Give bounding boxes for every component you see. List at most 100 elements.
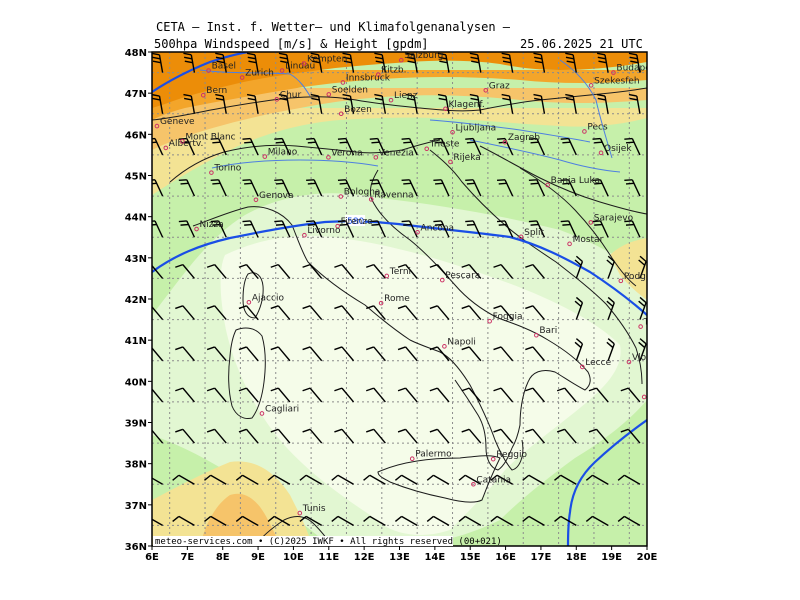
wind-barb: [554, 515, 577, 527]
wind-barb: [458, 474, 482, 485]
wind-barb: [490, 474, 513, 485]
lon-tick-label: 14E: [424, 552, 445, 563]
city-label: Vlore: [632, 353, 656, 363]
wind-barb: [461, 346, 482, 362]
city-label: Lindau: [285, 62, 315, 72]
wind-barb: [238, 346, 259, 362]
city-label: Bern: [206, 86, 227, 96]
city-label: Rijeka: [453, 153, 480, 163]
wind-barb: [204, 515, 227, 527]
wind-barb: [469, 52, 482, 73]
wind-barb: [574, 296, 584, 320]
wind-barb: [525, 305, 546, 321]
city-label: Ancona: [421, 223, 455, 233]
wind-barb: [401, 179, 418, 197]
city-marker: [588, 83, 594, 88]
wind-barb: [366, 263, 386, 279]
wind-barb: [172, 474, 195, 485]
city-label: Firenze: [341, 217, 373, 227]
wind-barb: [306, 220, 323, 238]
city-label: Foggia: [493, 312, 523, 322]
wind-barb: [366, 305, 386, 321]
wind-barb: [406, 52, 418, 73]
wind-barb: [437, 52, 450, 73]
lon-tick-label: 10E: [283, 552, 304, 563]
map-title: CETA — Inst. f. Wetter— und Klimafolgena…: [156, 20, 511, 34]
city-label: Venezia: [379, 148, 414, 158]
wind-barb: [172, 515, 195, 527]
wind-barb: [458, 515, 482, 527]
wind-barb: [369, 137, 386, 156]
wind-barb: [592, 179, 609, 197]
wind-barb: [175, 263, 195, 279]
city-label: Genova: [259, 191, 294, 201]
city-label: Ljubljana: [456, 123, 497, 133]
wind-barb: [638, 338, 647, 361]
city-marker: [448, 159, 453, 165]
city-marker: [398, 57, 404, 63]
lon-tick-label: 16E: [495, 552, 516, 563]
wind-barb: [528, 179, 546, 197]
wind-barb: [525, 428, 546, 444]
wind-barb: [238, 263, 259, 279]
city-marker: [373, 155, 379, 160]
wind-barb: [267, 515, 291, 527]
wind-barb: [235, 515, 259, 527]
alps-border: [152, 87, 647, 121]
city-label: Ravenna: [374, 190, 413, 200]
wind-barb: [585, 474, 609, 485]
city-marker: [274, 97, 280, 102]
city-label: Milano: [268, 148, 298, 158]
wind-barb: [331, 515, 354, 527]
wind-barb: [528, 137, 546, 156]
wind-barb: [238, 428, 259, 444]
wind-barb: [366, 428, 386, 444]
height-contour-north: [152, 52, 249, 93]
wind-barb: [235, 474, 259, 485]
wind-barb: [606, 296, 615, 320]
city-marker: [626, 359, 632, 365]
wind-barb: [401, 137, 418, 156]
wind-barb: [461, 263, 482, 279]
wind-barb: [397, 387, 418, 403]
wind-barb: [210, 137, 227, 156]
contour-label-bg: [345, 215, 365, 226]
city-marker: [638, 324, 643, 329]
city-marker: [262, 154, 268, 159]
wind-barb: [152, 264, 164, 279]
wind-barb: [152, 347, 164, 362]
wind-barb: [152, 518, 163, 527]
city-marker: [340, 80, 346, 85]
city-label: Banja Luka: [551, 176, 600, 186]
danube-river: [559, 59, 613, 159]
wind-barb: [628, 93, 641, 114]
wind-barb: [274, 137, 291, 156]
city-marker: [297, 510, 303, 516]
city-marker: [180, 139, 185, 144]
wind-barb: [490, 515, 513, 527]
city-marker: [378, 300, 384, 306]
city-label: Chur: [280, 90, 302, 100]
wind-barb: [204, 474, 227, 485]
lon-tick-label: 19E: [601, 552, 622, 563]
city-label: Ajaccio: [252, 293, 285, 303]
wind-barb: [206, 263, 227, 279]
wind-barb: [397, 263, 418, 279]
lat-tick-label: 37N: [125, 501, 147, 512]
wind-barb: [465, 179, 482, 197]
wind-barb: [522, 515, 545, 527]
city-label: Palermo: [415, 450, 452, 460]
wind-barb: [366, 387, 386, 403]
wind-barb: [310, 93, 323, 114]
city-marker: [641, 394, 647, 400]
wind-barb: [337, 137, 355, 156]
city-marker: [154, 123, 160, 129]
wind-barb: [337, 220, 355, 238]
wind-barb: [525, 387, 546, 403]
city-marker: [326, 92, 332, 97]
city-label: Osijek: [604, 144, 632, 154]
city-label: Lienz: [394, 91, 418, 101]
wind-barb: [620, 428, 641, 444]
